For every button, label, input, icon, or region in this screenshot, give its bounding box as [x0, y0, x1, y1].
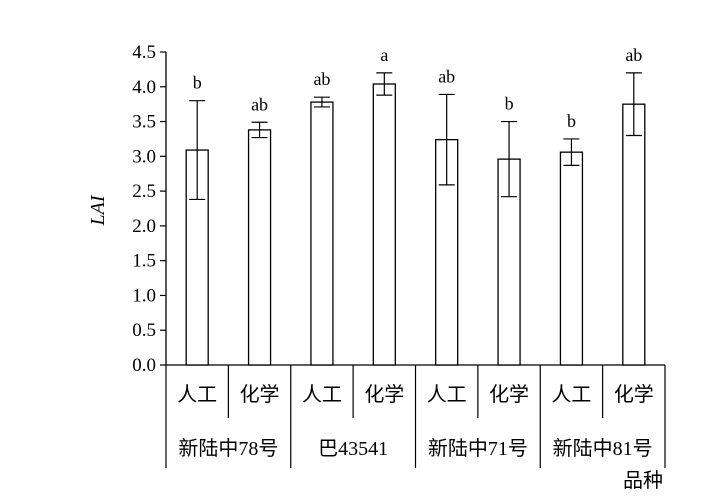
- treatment-label: 人工: [177, 383, 217, 406]
- treatment-label: 人工: [551, 383, 591, 406]
- y-tick-label: 0.5: [132, 320, 156, 341]
- y-tick-label: 2.0: [132, 216, 156, 237]
- bar: [559, 151, 584, 366]
- significance-label: b: [505, 94, 514, 114]
- significance-label: b: [567, 111, 576, 131]
- y-tick-label: 0.0: [132, 355, 156, 376]
- bar: [372, 83, 396, 366]
- significance-label: a: [380, 45, 388, 65]
- treatment-label: 化学: [489, 383, 529, 406]
- bar: [622, 103, 646, 366]
- treatment-label: 人工: [427, 383, 467, 406]
- significance-label: ab: [313, 69, 330, 89]
- bars: [185, 72, 646, 366]
- y-tick-label: 4.0: [132, 77, 156, 98]
- y-axis-title: LAI: [87, 194, 109, 226]
- treatment-label: 化学: [614, 383, 654, 406]
- group-label: 新陆中78号: [178, 437, 278, 460]
- group-label: 巴43541: [318, 438, 388, 460]
- group-label: 新陆中81号: [553, 437, 653, 460]
- y-tick-label: 2.5: [132, 181, 156, 202]
- y-tick-label: 3.0: [132, 146, 156, 167]
- significance-label: ab: [625, 45, 642, 65]
- significance-label: ab: [438, 66, 455, 86]
- bar: [247, 129, 272, 366]
- y-tick-label: 3.5: [132, 112, 156, 133]
- labels: 0.00.51.01.52.02.53.03.54.04.5LAIb人工ab化学…: [87, 42, 663, 492]
- bar: [310, 101, 334, 366]
- significance-label: ab: [251, 94, 268, 114]
- significance-label: b: [193, 73, 202, 93]
- x-axis-title: 品种: [623, 469, 663, 492]
- treatment-label: 人工: [302, 383, 342, 406]
- group-label: 新陆中71号: [428, 437, 528, 460]
- y-tick-label: 4.5: [132, 42, 156, 63]
- treatment-label: 化学: [240, 383, 280, 406]
- y-tick-label: 1.5: [132, 251, 156, 272]
- y-tick-label: 1.0: [132, 285, 156, 306]
- treatment-label: 化学: [364, 383, 404, 406]
